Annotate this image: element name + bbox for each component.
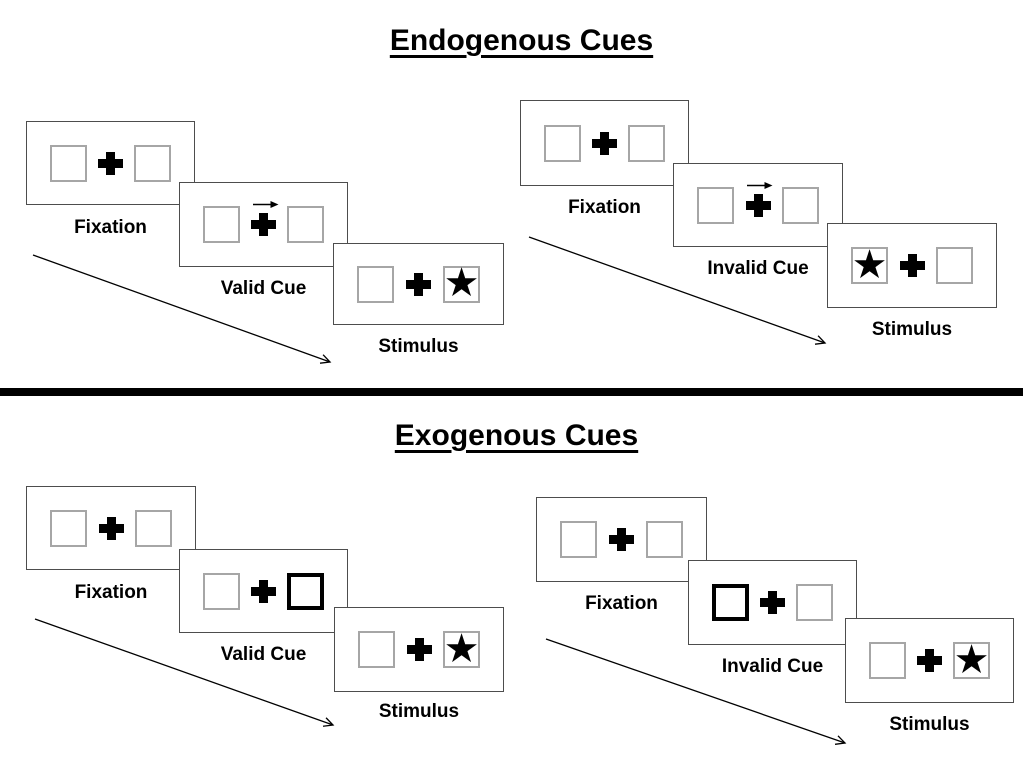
fixation-cross-icon	[251, 213, 276, 236]
exogenous-valid-cue-panel	[179, 549, 348, 633]
fixation-cross-icon	[251, 579, 276, 603]
step-label-stimulus: Stimulus	[871, 319, 953, 340]
endogenous-valid-stimulus-panel: ★	[333, 243, 504, 325]
step-label-fixation: Fixation	[585, 593, 658, 614]
right-placeholder-box	[796, 584, 833, 621]
left-placeholder-box	[203, 206, 240, 243]
right-placeholder-box	[628, 124, 665, 162]
exogenous-valid-stimulus-panel: ★	[334, 607, 504, 692]
star-target-box: ★	[851, 242, 888, 287]
left-placeholder-box	[544, 124, 581, 162]
timeline-arrow-endogenous-invalid	[528, 236, 825, 343]
step-label-invalid-cue: Invalid Cue	[721, 656, 824, 677]
endogenous-invalid-stimulus-panel: ★	[827, 223, 997, 308]
step-label-fixation: Fixation	[74, 217, 147, 238]
right-placeholder-box	[287, 206, 324, 243]
star-stimulus-icon: ★	[443, 626, 480, 671]
step-label-fixation: Fixation	[74, 582, 148, 603]
left-placeholder-box	[357, 265, 394, 303]
fixation-cross-icon	[98, 516, 124, 540]
fixation-cross-icon	[406, 638, 432, 661]
section-title-exogenous: Exogenous Cues	[394, 419, 639, 452]
exogenous-invalid-stimulus-panel: ★	[845, 618, 1014, 703]
fixation-cross-icon	[745, 193, 771, 217]
step-label-stimulus: Stimulus	[378, 336, 459, 357]
left-placeholder-box	[50, 144, 87, 182]
step-label-valid-cue: Valid Cue	[220, 278, 307, 299]
exogenous-valid-fixation-panel	[26, 486, 196, 570]
step-label-fixation: Fixation	[568, 197, 641, 218]
right-arrow-icon	[252, 201, 278, 208]
left-placeholder-box	[50, 509, 87, 547]
star-target-box: ★	[953, 637, 990, 682]
fixation-cross-icon	[899, 254, 925, 277]
left-placeholder-box	[869, 642, 906, 679]
star-stimulus-icon: ★	[953, 637, 990, 682]
star-target-box: ★	[443, 261, 480, 305]
section-title-endogenous: Endogenous Cues	[389, 24, 654, 57]
fixation-cross-icon	[406, 272, 431, 296]
right-placeholder-box	[936, 247, 973, 284]
endogenous-valid-fixation-panel	[26, 121, 195, 205]
fixation-cross-icon	[98, 151, 123, 175]
timeline-arrow-exogenous-invalid	[545, 638, 845, 743]
step-label-invalid-cue: Invalid Cue	[707, 258, 809, 279]
highlighted-cue-box	[287, 572, 324, 610]
fixation-cross-icon	[917, 649, 942, 672]
fixation-cross-icon	[760, 591, 785, 614]
right-placeholder-box	[782, 186, 819, 224]
left-placeholder-box	[560, 521, 597, 558]
fixation-cross-icon	[592, 131, 617, 155]
right-placeholder-box	[646, 521, 683, 558]
left-placeholder-box	[203, 572, 240, 610]
step-label-stimulus: Stimulus	[889, 714, 970, 735]
highlighted-cue-box	[712, 584, 749, 621]
left-placeholder-box	[697, 186, 734, 224]
star-stimulus-icon: ★	[443, 261, 480, 305]
endogenous-valid-cue-panel	[179, 182, 348, 267]
timeline-arrow-endogenous-valid	[32, 254, 330, 362]
section-divider	[0, 388, 1023, 396]
left-placeholder-box	[358, 631, 395, 668]
right-placeholder-box	[135, 509, 172, 547]
exogenous-invalid-fixation-panel	[536, 497, 707, 582]
fixation-cross-icon	[609, 528, 634, 551]
endogenous-invalid-cue-panel	[673, 163, 843, 247]
endogenous-invalid-fixation-panel	[520, 100, 689, 186]
star-target-box: ★	[443, 626, 480, 671]
exogenous-invalid-cue-panel	[688, 560, 857, 645]
star-stimulus-icon: ★	[851, 242, 888, 287]
timeline-arrow-exogenous-valid	[34, 618, 333, 725]
step-label-valid-cue: Valid Cue	[220, 644, 307, 665]
step-label-stimulus: Stimulus	[378, 701, 460, 722]
right-placeholder-box	[134, 144, 171, 182]
right-arrow-icon	[747, 182, 773, 189]
